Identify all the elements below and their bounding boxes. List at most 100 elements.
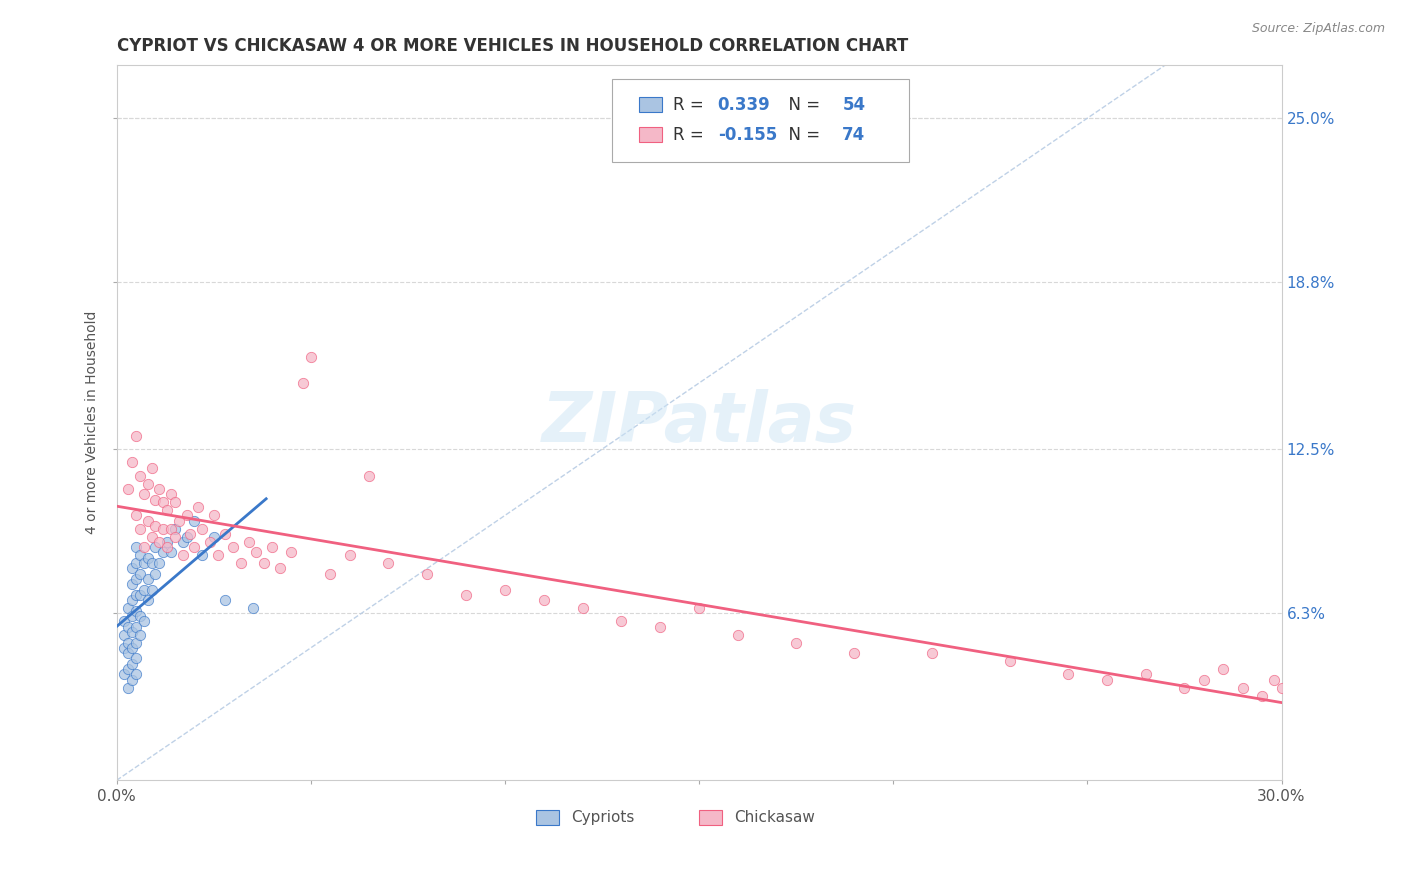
Point (650, 620, 672, 634)
Text: -0.155: -0.155 (717, 126, 778, 144)
Text: Source: ZipAtlas.com: Source: ZipAtlas.com (1251, 22, 1385, 36)
Text: N =: N = (779, 126, 821, 144)
Point (160, 487, 183, 501)
Point (121, 593, 143, 607)
Point (121, 657, 143, 671)
Point (156, 535, 179, 549)
Point (494, 582, 516, 597)
Point (202, 508, 225, 523)
Point (191, 548, 214, 562)
Point (269, 561, 291, 575)
Point (1057, 667, 1080, 681)
Point (112, 615, 135, 629)
Point (191, 522, 214, 536)
Point (456, 588, 478, 602)
Point (129, 627, 152, 641)
Point (125, 620, 148, 634)
Point (129, 588, 152, 602)
Point (132, 556, 155, 570)
Point (1278, 694, 1301, 708)
Point (1232, 681, 1254, 695)
Point (125, 651, 148, 665)
Point (1289, 689, 1312, 703)
Point (125, 508, 148, 523)
Point (117, 646, 139, 660)
Point (183, 514, 205, 528)
FancyBboxPatch shape (699, 810, 723, 824)
Point (260, 540, 283, 554)
Point (121, 673, 143, 687)
Point (125, 667, 148, 681)
Point (1135, 667, 1157, 681)
Point (202, 530, 225, 544)
Point (125, 635, 148, 649)
Text: R =: R = (673, 126, 710, 144)
Point (125, 429, 148, 443)
Point (125, 556, 148, 570)
Point (179, 527, 201, 541)
Point (1095, 673, 1118, 687)
Point (610, 615, 633, 629)
Point (141, 460, 163, 475)
Text: ZIPatlas: ZIPatlas (541, 389, 856, 456)
Point (117, 681, 139, 695)
Point (163, 530, 186, 544)
Point (112, 627, 135, 641)
Point (292, 376, 315, 390)
Point (533, 593, 555, 607)
Point (176, 508, 198, 523)
Point (145, 540, 167, 554)
Point (125, 540, 148, 554)
Point (121, 640, 143, 655)
Text: R =: R = (673, 95, 710, 113)
Y-axis label: 4 or more Vehicles in Household: 4 or more Vehicles in Household (86, 311, 100, 534)
Point (229, 556, 252, 570)
Point (998, 654, 1021, 668)
Point (167, 514, 190, 528)
Point (121, 577, 143, 591)
Point (416, 566, 439, 581)
Point (129, 609, 152, 624)
Point (176, 530, 198, 544)
Point (214, 527, 236, 541)
Text: 54: 54 (842, 95, 866, 113)
Point (148, 556, 170, 570)
Point (136, 593, 159, 607)
Point (141, 556, 163, 570)
Point (299, 350, 322, 364)
Point (1212, 662, 1234, 676)
Point (136, 550, 159, 565)
Point (339, 548, 361, 562)
Point (688, 601, 710, 615)
Text: Chickasaw: Chickasaw (734, 810, 815, 825)
Point (921, 646, 943, 660)
Point (117, 620, 139, 634)
Point (117, 662, 139, 676)
Point (198, 535, 221, 549)
FancyBboxPatch shape (638, 97, 662, 112)
Point (1192, 673, 1215, 687)
Point (172, 535, 194, 549)
Point (129, 548, 152, 562)
Point (121, 561, 143, 575)
Point (183, 540, 205, 554)
Point (163, 495, 186, 509)
Point (121, 455, 143, 469)
Point (112, 640, 135, 655)
Point (145, 492, 167, 507)
Point (129, 566, 152, 581)
Point (207, 548, 229, 562)
Point (160, 545, 183, 559)
Point (136, 572, 159, 586)
Point (1263, 673, 1285, 687)
Point (727, 627, 749, 641)
Point (785, 635, 807, 649)
Point (357, 468, 380, 483)
Point (125, 572, 148, 586)
Point (117, 601, 139, 615)
Point (121, 609, 143, 624)
Point (152, 522, 174, 536)
Text: 74: 74 (842, 126, 866, 144)
Point (132, 487, 155, 501)
Point (242, 601, 264, 615)
